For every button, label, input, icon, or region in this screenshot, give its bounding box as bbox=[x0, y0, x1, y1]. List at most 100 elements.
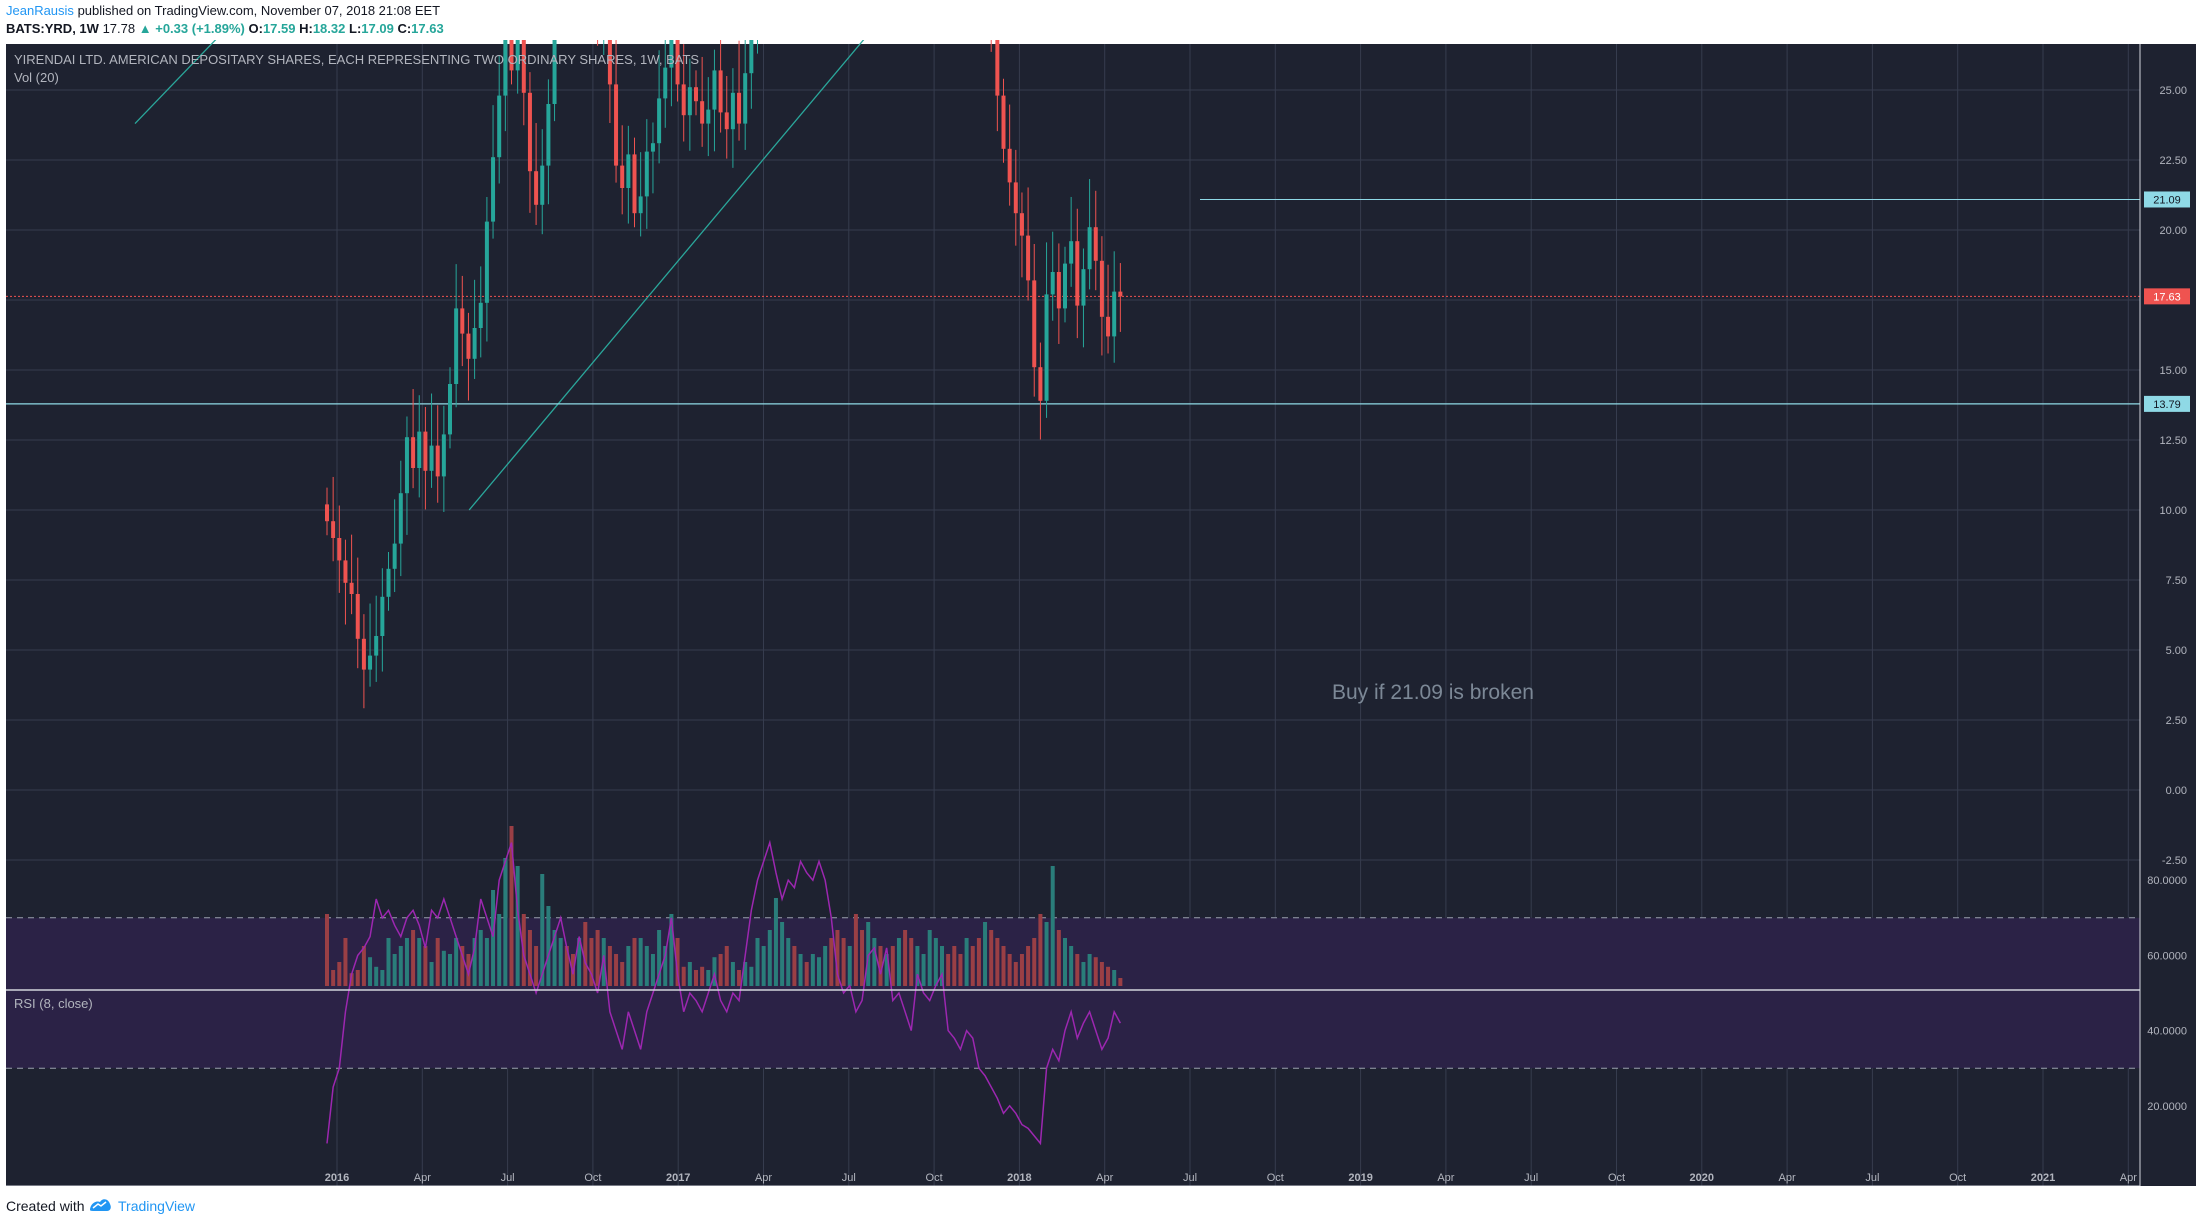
candle-body bbox=[620, 165, 625, 188]
open-value: 17.59 bbox=[262, 21, 296, 36]
volume-bar bbox=[761, 946, 766, 986]
trend-channel[interactable] bbox=[134, 40, 1590, 511]
time-tick-label: Oct bbox=[1949, 1172, 1966, 1184]
tradingview-link[interactable]: TradingView bbox=[118, 1198, 196, 1214]
candle-body bbox=[417, 431, 422, 468]
volume-bar bbox=[460, 946, 465, 986]
candle-body bbox=[472, 328, 477, 359]
volume-bar bbox=[650, 954, 655, 986]
candle-body bbox=[374, 636, 379, 656]
candle-body bbox=[1075, 241, 1080, 306]
candle-body bbox=[454, 308, 459, 384]
volume-bar bbox=[946, 954, 951, 986]
volume-bar bbox=[454, 938, 459, 986]
candle-body bbox=[718, 70, 723, 113]
price-tick-label: -2.50 bbox=[2162, 855, 2187, 867]
volume-bar bbox=[484, 938, 489, 986]
volume-bar bbox=[374, 966, 379, 986]
volume-bar bbox=[527, 930, 532, 986]
candle-body bbox=[687, 87, 692, 116]
rsi-polyline bbox=[326, 839, 1122, 1146]
volume-bar bbox=[503, 858, 508, 986]
volume-bar bbox=[841, 938, 846, 986]
volume-bar bbox=[687, 962, 692, 986]
candle-body bbox=[325, 504, 329, 522]
price-label-box bbox=[2144, 395, 2190, 412]
candle-body bbox=[1093, 227, 1098, 261]
volume-bar bbox=[804, 962, 809, 986]
pane-dividers[interactable] bbox=[6, 44, 2141, 1186]
volume-bar bbox=[755, 938, 760, 986]
price-label-text: 13.79 bbox=[2153, 399, 2181, 411]
volume-bar bbox=[1081, 962, 1086, 986]
candle-body bbox=[484, 221, 489, 303]
volume-bar bbox=[534, 946, 539, 986]
volume-bar bbox=[700, 966, 705, 986]
volume-bar bbox=[515, 866, 520, 986]
price-tick-label: 7.50 bbox=[2166, 575, 2187, 587]
candle-body bbox=[398, 493, 403, 544]
axes: 80.0077.5075.0072.5070.0067.5065.0062.50… bbox=[325, 85, 2190, 1184]
volume-bar bbox=[896, 938, 901, 986]
horizontal-levels[interactable] bbox=[6, 198, 2140, 405]
candle-body bbox=[995, 40, 1000, 96]
volume-bar bbox=[632, 938, 637, 986]
time-tick-label: Oct bbox=[926, 1172, 943, 1184]
time-tick-label: Apr bbox=[414, 1172, 431, 1184]
volume-bar bbox=[743, 962, 748, 986]
candle-body bbox=[527, 92, 532, 172]
volume-bar bbox=[835, 930, 840, 986]
volume-bar bbox=[552, 930, 557, 986]
author-link[interactable]: JeanRausis bbox=[6, 3, 74, 18]
volume-bar bbox=[878, 946, 883, 986]
price-tick-label: 10.00 bbox=[2159, 505, 2187, 517]
time-tick-label: Apr bbox=[1779, 1172, 1796, 1184]
candle-body bbox=[1044, 294, 1049, 401]
volume-bar bbox=[1093, 957, 1098, 986]
candle-body bbox=[503, 40, 508, 96]
volume-bar bbox=[1075, 954, 1080, 986]
candle-body bbox=[546, 104, 551, 166]
candle-body bbox=[706, 109, 711, 124]
candle-body bbox=[614, 84, 619, 166]
volume-bar bbox=[983, 922, 988, 986]
candle-body bbox=[534, 171, 539, 205]
volume-bar bbox=[927, 930, 932, 986]
candle-body bbox=[466, 333, 471, 359]
rsi-band-fill bbox=[6, 917, 2140, 1069]
price-label-box bbox=[2144, 191, 2190, 208]
volume-bar bbox=[1032, 938, 1037, 986]
price-tick-label: 25.00 bbox=[2159, 85, 2187, 97]
volume-bar bbox=[976, 938, 981, 986]
candle-body bbox=[1081, 269, 1086, 306]
volume-bar bbox=[847, 946, 852, 986]
candle-body bbox=[1056, 272, 1061, 309]
volume-bar bbox=[343, 938, 348, 986]
price-label-box bbox=[2144, 288, 2190, 305]
volume-bar bbox=[730, 962, 735, 986]
candle-body bbox=[355, 594, 360, 639]
price-chart[interactable]: 80.0077.5075.0072.5070.0067.5065.0062.50… bbox=[0, 40, 2200, 1186]
candle-body bbox=[497, 95, 502, 158]
volume-bar bbox=[355, 970, 360, 986]
candle-body bbox=[712, 70, 717, 110]
time-tick-label: Jul bbox=[1865, 1172, 1879, 1184]
candle-body bbox=[1026, 235, 1031, 281]
price-tick-label: 5.00 bbox=[2166, 645, 2187, 657]
volume-bar bbox=[1050, 866, 1055, 986]
volume-bar bbox=[472, 938, 477, 986]
rsi-band bbox=[6, 917, 2140, 1069]
rsi-tick-label: 60.0000 bbox=[2147, 950, 2187, 962]
price-tick-label: 2.50 bbox=[2166, 715, 2187, 727]
volume-bar bbox=[564, 946, 569, 986]
candle-body bbox=[429, 445, 434, 471]
volume-bar bbox=[860, 930, 865, 986]
volume-bar bbox=[1013, 962, 1018, 986]
volume-bar bbox=[411, 930, 416, 986]
candle-body bbox=[1038, 367, 1043, 401]
buy-annotation[interactable]: Buy if 21.09 is broken bbox=[1332, 681, 1534, 704]
candle-body bbox=[349, 582, 354, 594]
candle-body bbox=[411, 437, 416, 468]
tradingview-logo-icon[interactable] bbox=[88, 1196, 112, 1214]
time-tick-label: Jul bbox=[1524, 1172, 1538, 1184]
